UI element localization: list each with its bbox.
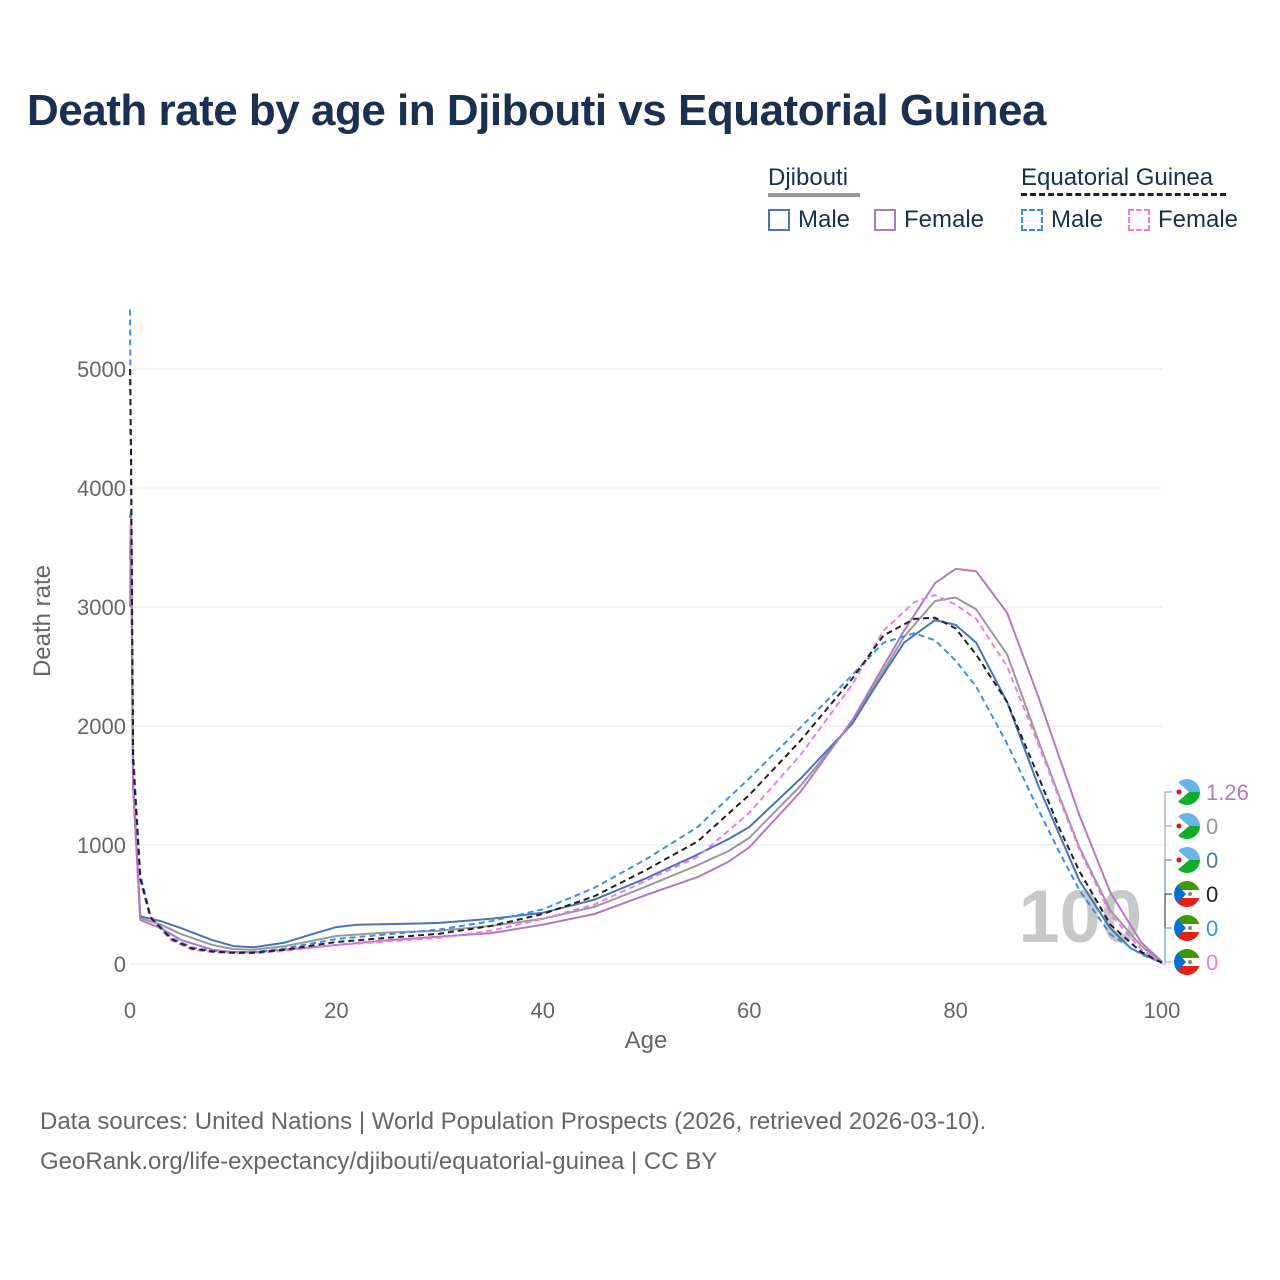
end-label-4: 0 [1162,915,1218,965]
equatorial-guinea-flag-icon [1174,881,1200,907]
end-label-value: 0 [1206,916,1218,941]
x-tick-40: 40 [531,998,555,1023]
legend-group-djibouti[interactable]: Djibouti [768,164,860,197]
end-label-2: 0 [1162,847,1218,965]
end-label-value: 0 [1206,848,1218,873]
end-label-connector [1162,927,1172,965]
end-label-value: 0 [1206,882,1218,907]
chart-title: Death rate by age in Djibouti vs Equator… [27,86,1047,135]
y-tick-4000: 4000 [77,476,126,501]
series-line-equatorial-guinea-average[interactable] [129,368,1163,964]
legend-label-equatorial-guinea-male: Male [1051,206,1104,233]
legend-label-djibouti-male: Male [798,206,851,233]
legend-swatch-equatorial-guinea-female [1128,209,1150,231]
legend-swatch-equatorial-guinea-male [1021,209,1043,231]
legend-swatch-djibouti-male [768,209,790,231]
legend-label-equatorial-guinea-female: Female [1158,206,1239,233]
y-tick-0: 0 [114,952,126,977]
x-tick-0: 0 [124,998,136,1023]
djibouti-flag-icon [1174,779,1200,805]
legend-item-djibouti-female[interactable]: Female [874,206,984,234]
legend-group-djibouti-line [768,193,860,197]
footer-attribution[interactable]: GeoRank.org/life-expectancy/djibouti/equ… [40,1148,718,1175]
x-tick-100: 100 [1144,998,1181,1023]
legend-group-djibouti-label: Djibouti [768,164,849,191]
series-line-djibouti-average[interactable] [129,513,1163,963]
end-label-connector [1162,825,1172,965]
legend-group-equatorial-guinea[interactable]: Equatorial Guinea [1021,164,1226,196]
djibouti-flag-icon [1174,847,1200,873]
end-label-value: 0 [1206,814,1218,839]
end-label-connector [1162,961,1172,965]
end-label-value: 1.26 [1206,780,1249,805]
end-label-connector [1162,859,1172,965]
y-tick-1000: 1000 [77,833,126,858]
y-axis-label: Death rate [29,565,56,677]
grid-lines [130,368,1162,965]
end-label-connector [1162,893,1172,965]
end-label-0: 1.26 [1162,779,1249,965]
legend-label-djibouti-female: Female [904,206,985,233]
x-tick-labels: 0 20 40 60 80 100 [124,998,1180,1023]
end-label-connector [1162,791,1172,965]
x-axis-label: Age [625,1027,668,1054]
end-label-3: 0 [1162,881,1218,965]
footer-sources: Data sources: United Nations | World Pop… [40,1108,987,1135]
legend-swatch-djibouti-female [874,209,896,231]
series-line-equatorial-guinea-male[interactable] [129,309,1163,964]
y-tick-5000: 5000 [77,357,126,382]
x-tick-60: 60 [737,998,761,1023]
legend-group-equatorial-guinea-line [1021,193,1226,196]
x-tick-20: 20 [324,998,348,1023]
legend-item-djibouti-male[interactable]: Male [768,206,850,234]
end-label-value: 0 [1206,950,1218,975]
legend-group-equatorial-guinea-label: Equatorial Guinea [1021,164,1214,191]
y-tick-3000: 3000 [77,595,126,620]
x-tick-80: 80 [943,998,967,1023]
year-watermark: 100 [1019,875,1142,958]
legend-item-equatorial-guinea-male[interactable]: Male [1021,206,1103,234]
end-labels: 1.26 0 0 0 0 0 [1162,779,1249,975]
equatorial-guinea-flag-icon [1174,915,1200,941]
series-line-djibouti-female[interactable] [129,516,1163,963]
series-line-equatorial-guinea-female[interactable] [129,428,1163,964]
end-label-5: 0 [1162,949,1218,975]
series-lines [129,309,1163,964]
legend-item-equatorial-guinea-female[interactable]: Female [1128,206,1238,234]
djibouti-flag-icon [1174,813,1200,839]
y-tick-2000: 2000 [77,714,126,739]
y-tick-labels: 0 1000 2000 3000 4000 5000 [77,357,126,977]
equatorial-guinea-flag-icon [1174,949,1200,975]
